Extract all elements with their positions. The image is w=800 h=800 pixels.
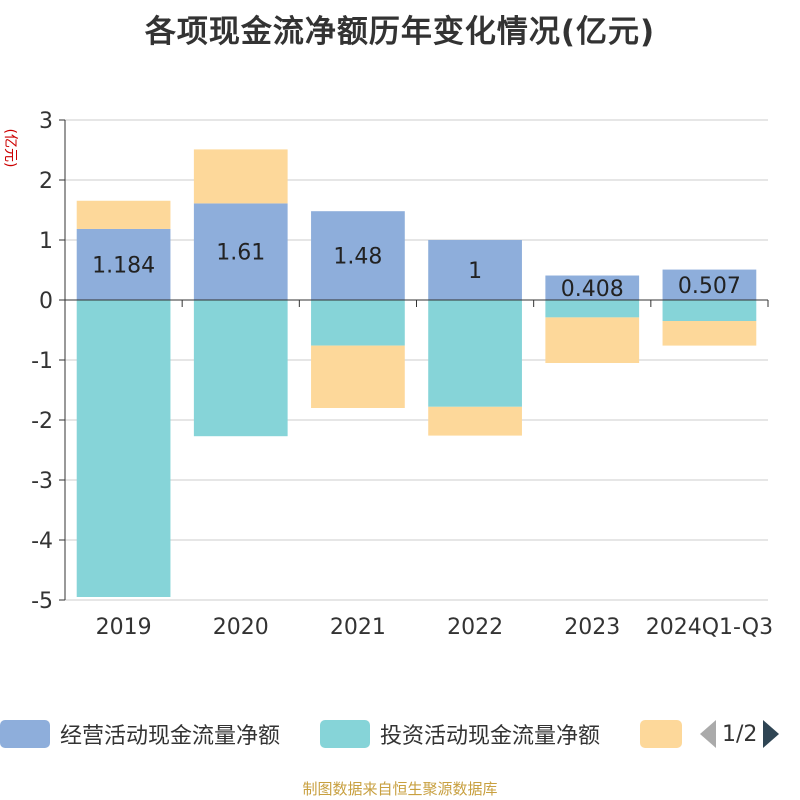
data-source-note: 制图数据来自恒生聚源数据库 <box>302 780 498 798</box>
bar-investing <box>662 300 757 321</box>
bar-financing <box>545 317 640 363</box>
bar-operating <box>76 228 171 300</box>
bar-investing <box>428 300 522 407</box>
y-tick-label: -1 <box>31 349 53 374</box>
legend-pager: 1/2 <box>700 716 780 752</box>
legend-label: 投资活动现金流量净额 <box>380 724 601 749</box>
bar-financing <box>428 406 522 436</box>
y-tick-label: 3 <box>39 109 53 134</box>
bar-operating <box>662 269 757 300</box>
x-tick-label: 2021 <box>330 615 386 640</box>
bar-financing <box>311 345 405 408</box>
bar-financing <box>662 321 757 346</box>
data-label: 1.48 <box>333 245 382 270</box>
bar-financing <box>76 200 171 229</box>
bar-operating <box>193 203 288 300</box>
y-tick-label: 2 <box>39 169 53 194</box>
legend-item-operating[interactable]: 经营活动现金流量净额 <box>0 716 280 752</box>
x-tick-label: 2023 <box>564 615 620 640</box>
legend-label: 经营活动现金流量净额 <box>60 724 281 749</box>
y-tick-label: -5 <box>31 589 53 614</box>
legend-item-financing[interactable] <box>640 716 682 752</box>
legend-prev-arrow-icon[interactable] <box>700 720 716 748</box>
legend-item-investing[interactable]: 投资活动现金流量净额 <box>320 716 600 752</box>
data-label: 1 <box>468 259 482 284</box>
bar-financing <box>193 149 288 204</box>
legend-swatch <box>640 720 682 748</box>
chart-area: 3 2 1 0 -1 -2 -3 -4 -5 1.184 1.61 1.48 1 0.408 0.507 20… <box>31 109 773 640</box>
x-tick-label: 2022 <box>447 615 503 640</box>
x-tick-label: 2024Q1-Q3 <box>646 615 773 640</box>
bar-investing <box>193 300 288 437</box>
x-tick-label: 2019 <box>96 615 152 640</box>
data-label: 0.507 <box>678 274 741 299</box>
y-tick-label: 0 <box>39 289 53 314</box>
legend-swatch <box>0 720 50 748</box>
data-label: 1.61 <box>216 241 265 266</box>
legend: 经营活动现金流量净额 投资活动现金流量净额 <box>0 716 800 756</box>
x-tick-label: 2020 <box>213 615 269 640</box>
chart-title: 各项现金流净额历年变化情况(亿元) <box>144 14 656 50</box>
bar-operating <box>428 240 522 300</box>
y-tick-label: -2 <box>31 409 53 434</box>
y-tick-label: -3 <box>31 469 53 494</box>
y-tick-label: 1 <box>39 229 53 254</box>
bar-operating <box>545 275 640 300</box>
bar-investing <box>545 300 640 318</box>
bar-investing <box>76 300 171 597</box>
legend-swatch <box>320 720 370 748</box>
bar-investing <box>311 300 405 346</box>
legend-page-indicator: 1/2 <box>722 721 758 747</box>
legend-next-arrow-icon[interactable] <box>763 720 780 748</box>
data-label: 1.184 <box>92 253 155 278</box>
data-label: 0.408 <box>561 277 624 302</box>
bar-operating <box>311 211 405 300</box>
y-tick-label: -4 <box>31 529 53 554</box>
